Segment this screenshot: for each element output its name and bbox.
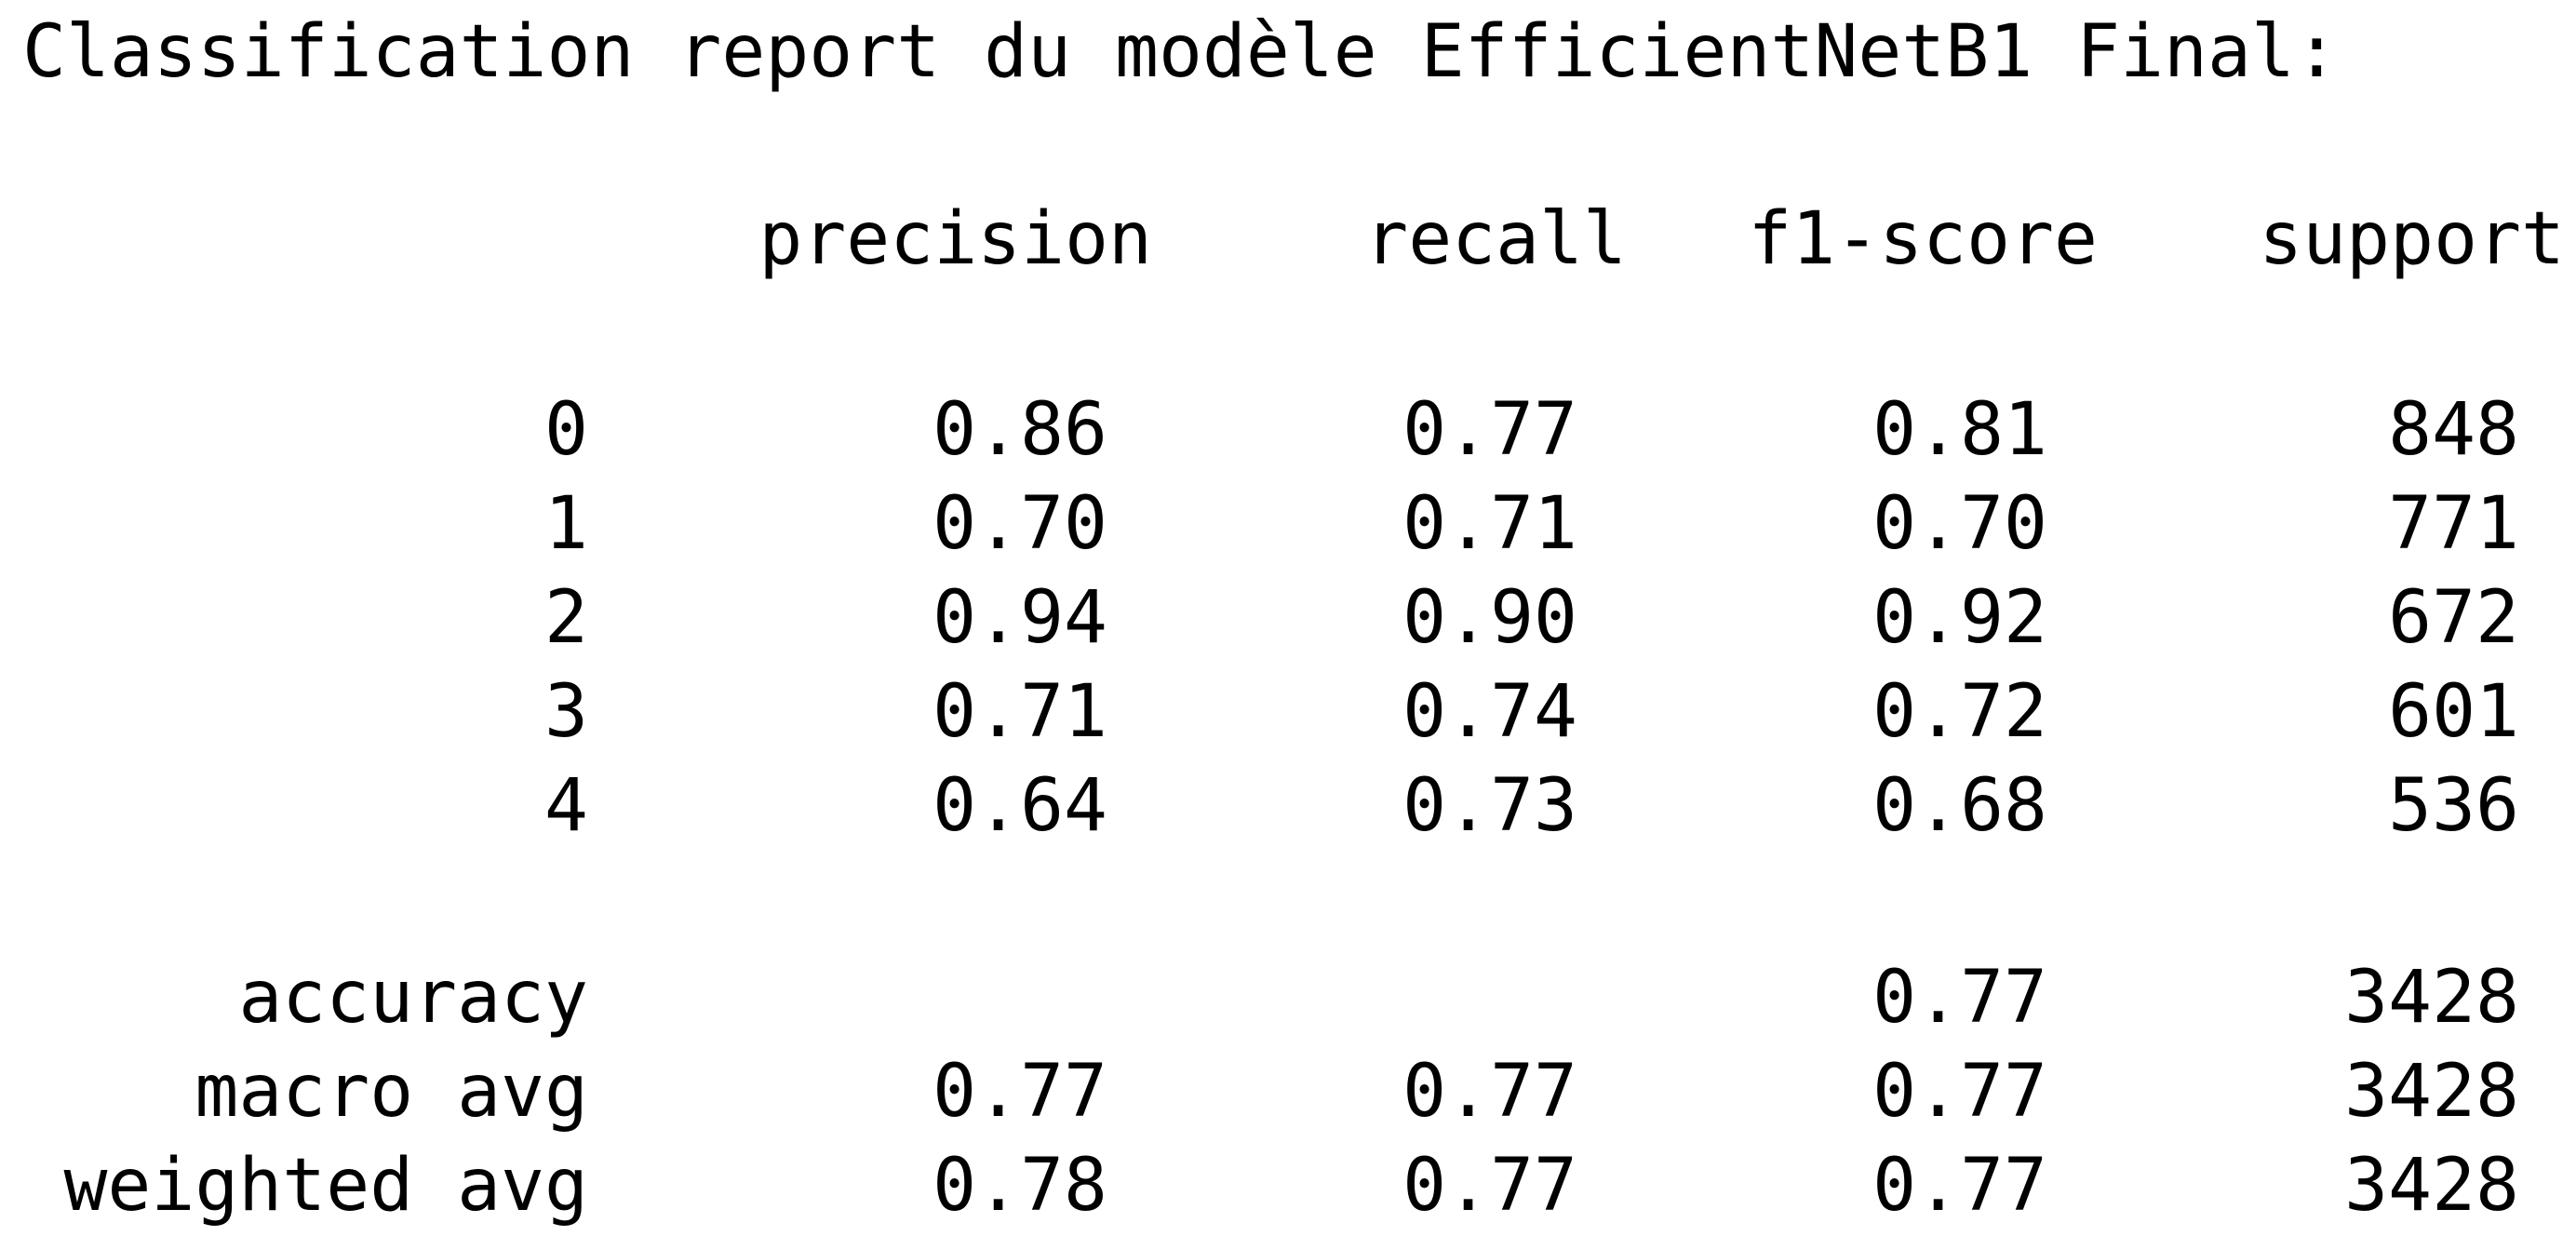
recall-value: 0.90	[1402, 576, 1577, 660]
support-value: 848	[2388, 388, 2519, 472]
column-header-f1-score: f1-score	[1748, 197, 2098, 281]
f1-score-value: 0.72	[1872, 670, 2047, 754]
column-header-recall: recall	[1364, 197, 1627, 281]
column-header-precision: precision	[758, 197, 1152, 281]
precision-value: 0.77	[932, 1050, 1107, 1134]
f1-score-value: 0.70	[1872, 482, 2047, 566]
support-value: 601	[2388, 670, 2519, 754]
precision-value: 0.71	[932, 670, 1107, 754]
row-label: 3	[544, 670, 588, 754]
precision-value: 0.70	[932, 482, 1107, 566]
precision-value: 0.94	[932, 576, 1107, 660]
row-label: 0	[544, 388, 588, 472]
recall-value: 0.77	[1402, 1050, 1577, 1134]
f1-score-value: 0.81	[1872, 388, 2047, 472]
support-value: 672	[2388, 576, 2519, 660]
recall-value: 0.77	[1402, 1144, 1577, 1228]
recall-value: 0.74	[1402, 670, 1577, 754]
support-value: 536	[2388, 764, 2519, 848]
precision-value: 0.86	[932, 388, 1107, 472]
report-title: Classification report du modèle Efficien…	[22, 10, 2339, 94]
precision-value: 0.64	[932, 764, 1107, 848]
support-value: 3428	[2344, 956, 2519, 1040]
f1-score-value: 0.68	[1872, 764, 2047, 848]
precision-value: 0.78	[932, 1144, 1107, 1228]
row-label: accuracy	[238, 956, 588, 1040]
recall-value: 0.73	[1402, 764, 1577, 848]
row-label: weighted avg	[63, 1144, 588, 1228]
support-value: 771	[2388, 482, 2519, 566]
column-header-support: support	[2259, 197, 2565, 281]
recall-value: 0.77	[1402, 388, 1577, 472]
row-label: 2	[544, 576, 588, 660]
support-value: 3428	[2344, 1050, 2519, 1134]
f1-score-value: 0.92	[1872, 576, 2047, 660]
support-value: 3428	[2344, 1144, 2519, 1228]
f1-score-value: 0.77	[1872, 956, 2047, 1040]
row-label: 1	[544, 482, 588, 566]
row-label: 4	[544, 764, 588, 848]
f1-score-value: 0.77	[1872, 1050, 2047, 1134]
row-label: macro avg	[195, 1050, 588, 1134]
f1-score-value: 0.77	[1872, 1144, 2047, 1228]
recall-value: 0.71	[1402, 482, 1577, 566]
